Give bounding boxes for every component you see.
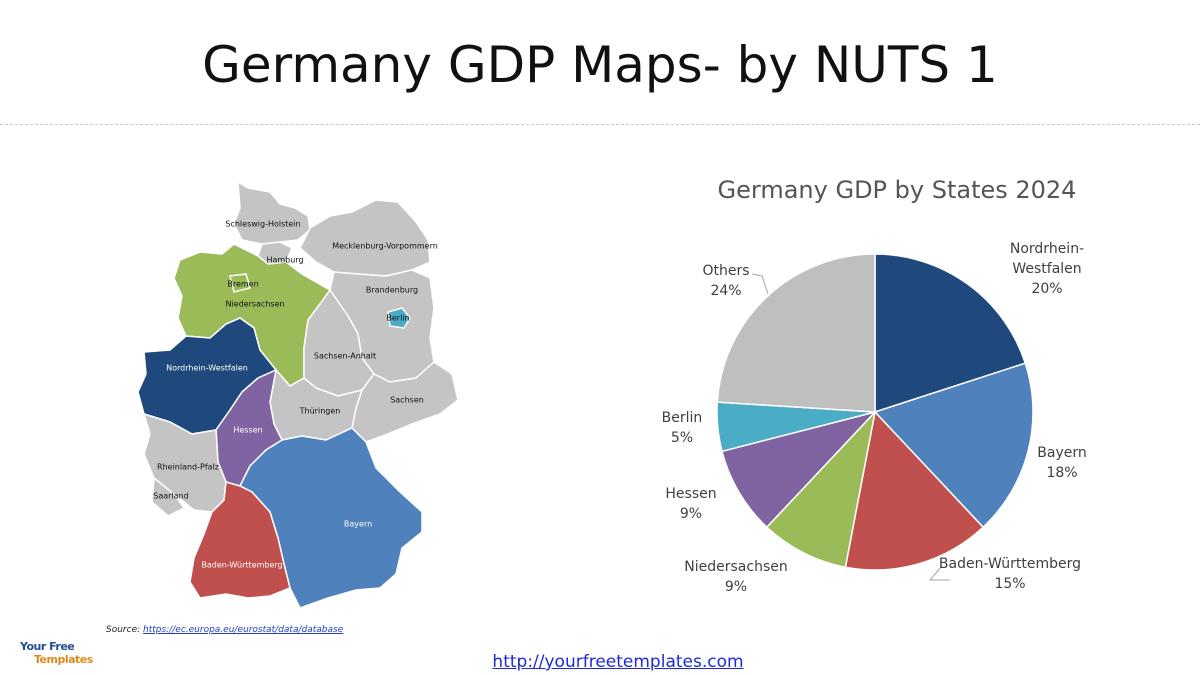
pie-slice-bayern	[873, 362, 1034, 529]
pie-slice-baden-w-rttemberg	[844, 410, 985, 571]
map-label-bremen: Bremen	[227, 279, 259, 289]
map-region-saarland	[151, 476, 186, 517]
germany-map: Schleswig-Holstein Mecklenburg-Vorpommer…	[130, 178, 470, 618]
pie-label-others: Others 24%	[702, 263, 749, 299]
source-note: Source: https://ec.europa.eu/eurostat/da…	[106, 625, 343, 635]
pie-label-nordrhein-westfalen: Nordrhein-Westfalen 20%	[1010, 241, 1084, 297]
pie-slice-others	[716, 253, 876, 413]
map-label-nordrhein-westfalen: Nordrhein-Westfalen	[166, 363, 248, 373]
map-label-thueringen: Thüringen	[299, 406, 341, 416]
map-region-bremen	[229, 273, 251, 293]
map-label-schleswig-holstein: Schleswig-Holstein	[225, 219, 301, 229]
pie-label-baden-w-rttemberg: Baden-Württemberg 15%	[939, 556, 1081, 592]
footer-website-link[interactable]: http://yourfreetemplates.com	[492, 652, 744, 672]
map-region-schleswig-holstein	[233, 180, 311, 245]
logo-text-line1: Your Free	[20, 640, 75, 653]
map-region-baden-wuerttemberg	[189, 481, 291, 599]
pie-slice-nordrhein-westfalen	[874, 253, 1027, 414]
title-divider	[0, 124, 1200, 125]
leader-line-baden-wuerttemberg	[928, 565, 950, 581]
map-label-hamburg: Hamburg	[266, 255, 304, 265]
map-region-berlin	[387, 307, 411, 329]
map-label-brandenburg: Brandenburg	[365, 285, 419, 295]
pie-chart-svg: Germany GDP by States 2024 Nordrhein-Wes…	[662, 176, 1087, 595]
pie-slices	[716, 253, 1034, 571]
pie-data-labels: Nordrhein-Westfalen 20% Bayern 18% Baden-Wür…	[662, 241, 1087, 595]
logo-text-line2: Templates	[34, 653, 93, 666]
source-prefix: Source:	[106, 625, 141, 635]
map-label-berlin: Berlin	[386, 313, 410, 323]
map-label-niedersachsen: Niedersachsen	[225, 299, 285, 309]
leader-line-others	[751, 273, 769, 295]
chart-title: Germany GDP by States 2024	[718, 176, 1077, 204]
map-label-sachsen-anhalt: Sachsen-Anhalt	[313, 351, 377, 361]
source-link[interactable]: https://ec.europa.eu/eurostat/data/datab…	[143, 625, 344, 635]
pie-label-bayern: Bayern 18%	[1037, 445, 1086, 481]
map-label-rheinland-pfalz: Rheinland-Pfalz	[157, 462, 219, 472]
map-label-hessen: Hessen	[233, 425, 263, 435]
map-label-sachsen: Sachsen	[390, 395, 424, 405]
gdp-pie-chart: Germany GDP by States 2024 Nordrhein-Wes…	[600, 160, 1200, 620]
map-label-baden-wuerttemberg: Baden-Württemberg	[201, 560, 283, 570]
map-label-mecklenburg-vorpommern: Mecklenburg-Vorpommern	[332, 241, 438, 251]
pie-label-niedersachsen: Niedersachsen 9%	[684, 559, 787, 595]
pie-slice-hessen	[721, 410, 878, 529]
map-label-bayern: Bayern	[343, 519, 373, 529]
germany-map-svg	[137, 180, 459, 609]
map-label-saarland: Saarland	[153, 491, 189, 501]
pie-leader-lines	[751, 273, 950, 581]
brand-logo: Your Free Templates	[20, 640, 110, 672]
pie-label-hessen: Hessen 9%	[665, 486, 716, 522]
pie-label-berlin: Berlin 5%	[662, 410, 703, 446]
slide-title: Germany GDP Maps- by NUTS 1	[202, 36, 998, 94]
map-region-mecklenburg-vorpommern	[299, 199, 431, 277]
pie-slice-niedersachsen	[765, 409, 877, 569]
